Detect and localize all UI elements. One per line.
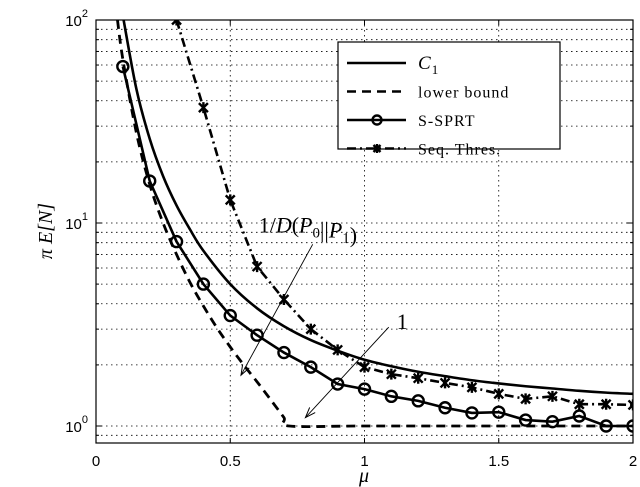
x-marker bbox=[466, 381, 478, 393]
annotation-1: 1/D(P0||P1) bbox=[240, 212, 357, 377]
legend-label: C1 bbox=[418, 53, 439, 77]
axis-ticks bbox=[95, 20, 634, 443]
x-tick-label: 1 bbox=[360, 453, 368, 470]
x-marker bbox=[332, 344, 343, 356]
x-tick-label: 0 bbox=[92, 453, 100, 470]
x-marker bbox=[412, 372, 424, 384]
x-tick-label: 0.5 bbox=[220, 453, 241, 470]
plot-series bbox=[116, 20, 633, 433]
circle-marker bbox=[223, 308, 237, 323]
x-marker bbox=[386, 368, 397, 380]
circle-marker bbox=[277, 345, 291, 360]
x-marker bbox=[520, 393, 531, 405]
x-marker bbox=[171, 20, 182, 26]
x-marker bbox=[359, 361, 370, 373]
circle-marker bbox=[304, 360, 318, 374]
legend-label: Seq. Thres. bbox=[418, 142, 501, 159]
x-tick-labels: 0 0.5 1 1.5 2 bbox=[92, 453, 637, 470]
x-marker bbox=[573, 398, 585, 410]
circle-marker bbox=[371, 114, 383, 126]
arrow-icon bbox=[240, 364, 250, 377]
circle-marker bbox=[196, 277, 211, 291]
x-axis-label: μ bbox=[358, 465, 369, 487]
circle-marker bbox=[599, 419, 613, 433]
circle-marker bbox=[572, 409, 586, 423]
legend-item-c1: C1 bbox=[347, 53, 439, 77]
circle-marker bbox=[545, 414, 560, 429]
arrow-icon bbox=[304, 407, 316, 419]
annotations: 1/D(P0||P1) 1 bbox=[240, 212, 408, 419]
circle-marker bbox=[169, 234, 184, 249]
circle-marker bbox=[116, 59, 130, 74]
circle-marker bbox=[384, 389, 399, 404]
x-marker bbox=[198, 102, 209, 114]
legend-label: S-SPRT bbox=[418, 113, 476, 130]
legend-box bbox=[337, 41, 561, 150]
annotation-2: 1 bbox=[304, 309, 408, 419]
x-marker bbox=[439, 377, 451, 389]
circle-marker bbox=[330, 377, 345, 391]
circle-marker bbox=[518, 413, 533, 427]
legend-item-s-sprt: S-SPRT bbox=[347, 113, 476, 130]
legend-item-lower-bound: lower bound bbox=[347, 85, 509, 102]
x-marker bbox=[600, 398, 612, 410]
x-tick-label: 1.5 bbox=[488, 453, 509, 470]
x-marker bbox=[372, 144, 382, 153]
y-tick-label: 101 bbox=[65, 211, 88, 233]
x-marker bbox=[251, 261, 263, 273]
annotation-label: 1 bbox=[397, 309, 408, 334]
circle-marker bbox=[357, 382, 372, 396]
y-tick-labels: 100 101 102 bbox=[65, 8, 88, 436]
y-tick-label: 100 bbox=[65, 414, 88, 436]
legend: C1 lower bound S-SPRT Seq. Thres. bbox=[337, 41, 561, 159]
y-tick-label: 102 bbox=[65, 8, 88, 30]
x-tick-label: 2 bbox=[629, 453, 637, 470]
x-marker bbox=[493, 388, 505, 400]
y-axis-label: π E[N] bbox=[35, 203, 57, 259]
circle-marker bbox=[142, 174, 157, 188]
annotation-label: 1/D(P0||P1) bbox=[259, 212, 357, 247]
legend-item-seq-thres-: Seq. Thres. bbox=[347, 142, 501, 159]
series-seq-thres- bbox=[171, 20, 633, 411]
legend-label: lower bound bbox=[418, 85, 509, 102]
x-marker bbox=[224, 194, 236, 206]
circle-marker bbox=[465, 406, 479, 420]
x-marker bbox=[627, 399, 633, 411]
circle-marker bbox=[438, 401, 452, 415]
series-lower-bound bbox=[116, 20, 633, 429]
circle-marker bbox=[411, 394, 425, 408]
x-marker bbox=[547, 390, 558, 402]
x-marker bbox=[305, 323, 317, 335]
circle-marker bbox=[492, 405, 506, 419]
